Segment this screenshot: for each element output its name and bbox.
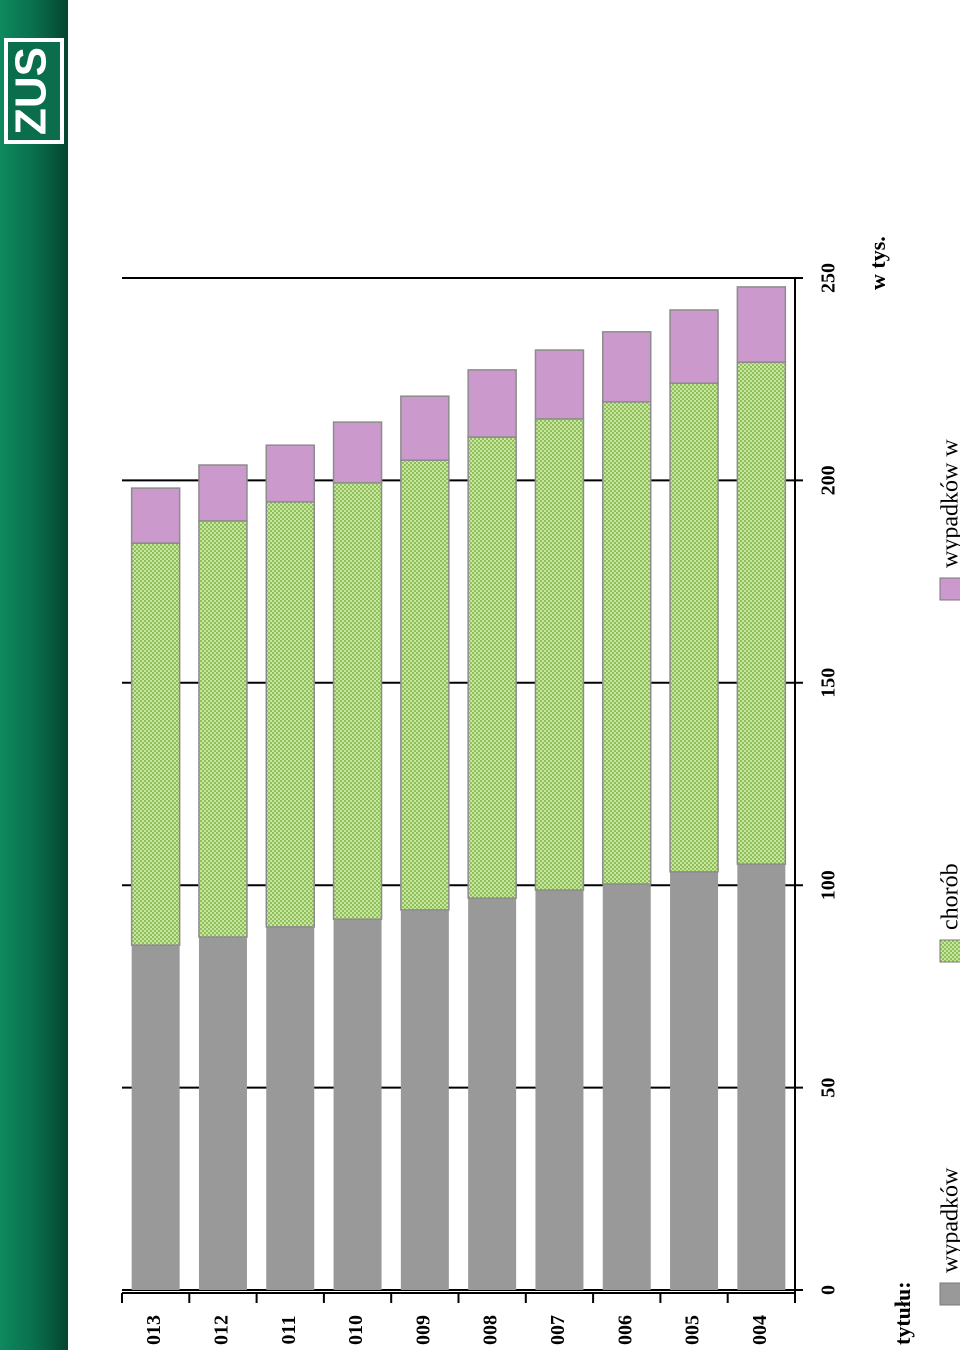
bar-segment — [534, 418, 585, 891]
bar-segment — [400, 909, 449, 1290]
legend-swatch — [939, 939, 960, 963]
x-tick-label: 011 — [278, 1316, 300, 1345]
x-tick-label: 005 — [682, 1315, 704, 1345]
bar-segment — [400, 459, 450, 911]
bar-segment — [602, 883, 651, 1290]
legend-label: wypadków w — [938, 439, 960, 568]
bar-segment — [737, 864, 786, 1290]
bar-segment — [400, 395, 450, 461]
side-band — [0, 0, 68, 1350]
bar-segment — [265, 501, 315, 928]
bar-segment — [535, 890, 584, 1290]
legend-label: chorób — [938, 863, 960, 930]
bar-segment — [333, 919, 382, 1290]
legend-swatch — [939, 1282, 960, 1306]
legend-title: tytułu: — [890, 1281, 915, 1345]
legend-label: wypadków — [938, 1167, 960, 1273]
logo-inner — [8, 42, 60, 140]
legend-swatch — [939, 577, 960, 601]
bar-segment — [266, 926, 315, 1290]
logo-text: ZUS — [7, 47, 56, 135]
bar-segment — [534, 349, 585, 420]
y-tick-label: 200 — [818, 465, 840, 495]
y-tick-label: 50 — [818, 1078, 840, 1098]
bar-segment — [669, 309, 719, 384]
x-tick-label: 004 — [749, 1315, 771, 1345]
bar-segment — [602, 401, 652, 885]
unit-label: w tys. — [865, 236, 890, 290]
bar-segment — [131, 945, 180, 1290]
bar-segment — [130, 542, 181, 946]
bar-segment — [669, 382, 719, 873]
bar-segment — [265, 444, 315, 503]
bar-segment — [736, 286, 787, 363]
bar-segment — [468, 898, 517, 1290]
bar-segment — [467, 436, 517, 899]
bar-segment — [198, 520, 248, 938]
y-tick-label: 0 — [818, 1285, 840, 1295]
x-tick-label: 013 — [143, 1315, 165, 1345]
bar-segment — [670, 871, 719, 1290]
x-tick-label: 012 — [211, 1315, 233, 1345]
y-tick-label: 150 — [818, 668, 840, 698]
bar-segment — [198, 937, 247, 1290]
bar-segment — [602, 331, 652, 403]
bar-segment — [332, 482, 383, 920]
bar-segment — [198, 464, 248, 522]
bar-segment — [130, 487, 181, 544]
y-tick-label: 100 — [818, 870, 840, 900]
x-tick-label: 008 — [480, 1315, 502, 1345]
bar-segment — [332, 421, 383, 484]
y-tick-label: 250 — [818, 263, 840, 293]
x-tick-label: 006 — [614, 1315, 636, 1345]
bar-segment — [736, 361, 787, 865]
x-tick-label: 007 — [547, 1315, 569, 1345]
bar-segment — [467, 369, 517, 438]
x-tick-label: 009 — [412, 1315, 434, 1345]
x-tick-label: 010 — [345, 1315, 367, 1345]
